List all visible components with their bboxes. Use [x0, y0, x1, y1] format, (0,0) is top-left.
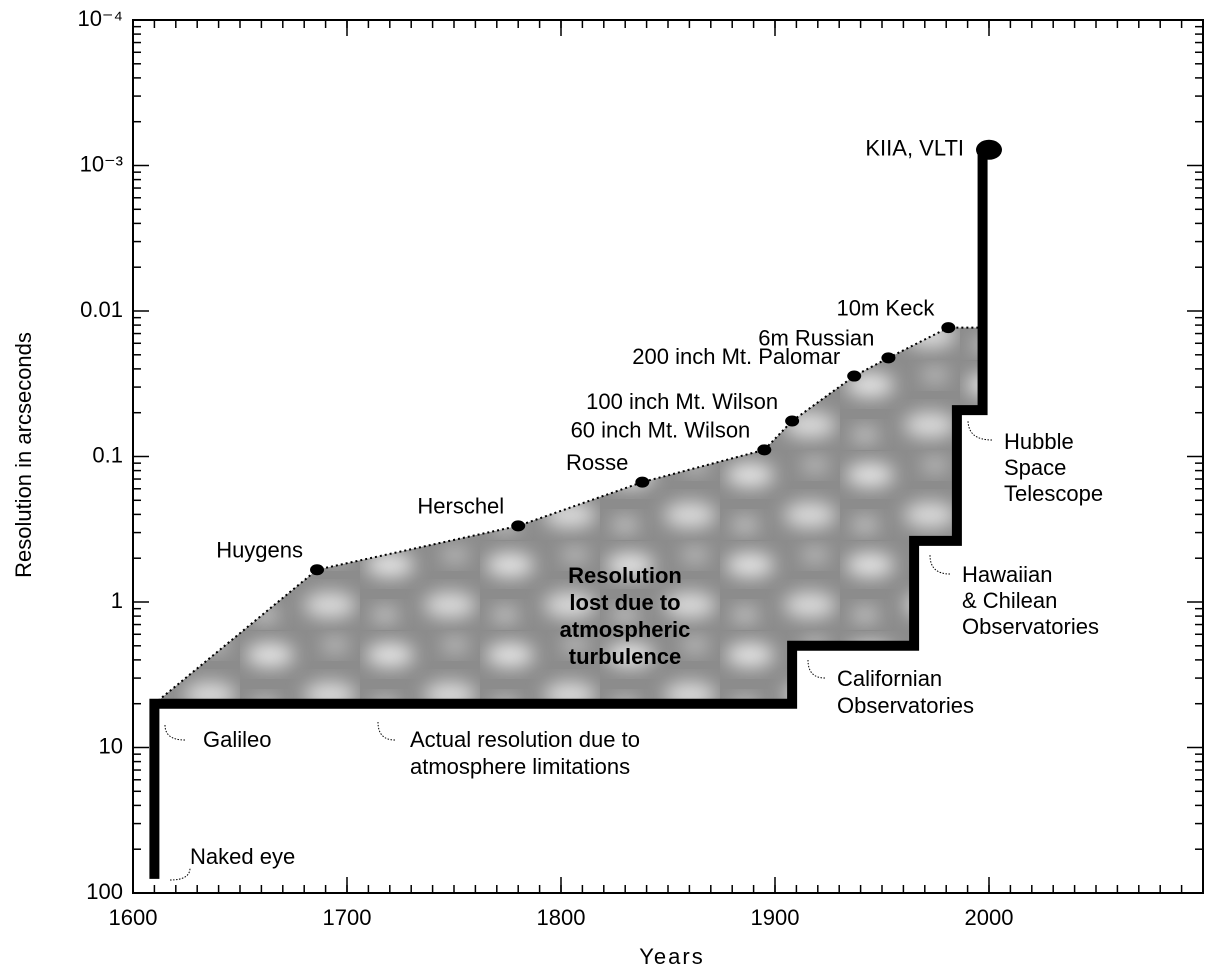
- point-label: KIIA, VLTI: [865, 136, 964, 161]
- y-tick-label: 1: [111, 588, 123, 613]
- telescope-point: [785, 415, 800, 427]
- telescope-point: [511, 520, 526, 532]
- y-tick-label: 0.01: [80, 297, 123, 322]
- x-tick-label: 1900: [751, 905, 800, 930]
- telescope-point: [757, 444, 772, 456]
- annotation: Actual resolution due to: [410, 727, 640, 752]
- annotation: Hawaiian: [962, 562, 1053, 587]
- point-label: Rosse: [566, 450, 628, 475]
- annotation: atmosphere limitations: [410, 754, 630, 779]
- area-label: lost due to: [569, 590, 680, 615]
- point-label: Huygens: [216, 538, 303, 563]
- annotation: Observatories: [962, 614, 1099, 639]
- annotation: Telescope: [1004, 481, 1103, 506]
- annotation-arrow: [929, 554, 951, 575]
- telescope-point: [310, 564, 325, 576]
- point-label: 10m Keck: [837, 295, 936, 320]
- x-axis-label: Years: [639, 944, 704, 969]
- telescope-point: [941, 322, 956, 334]
- turbulence-area: [154, 151, 985, 704]
- y-tick-label: 0.1: [92, 442, 123, 467]
- point-label: Herschel: [417, 494, 504, 519]
- area-label: Resolution: [568, 563, 682, 588]
- y-tick-label: 100: [86, 879, 123, 904]
- annotation: Hubble: [1004, 429, 1074, 454]
- annotation: Californian: [837, 666, 942, 691]
- annotation-arrow: [807, 659, 826, 679]
- point-label: 6m Russian: [758, 326, 874, 351]
- x-tick-label: 1600: [109, 905, 158, 930]
- telescope-point: [847, 370, 862, 382]
- telescope-point: [635, 476, 650, 488]
- annotation: Galileo: [203, 727, 271, 752]
- y-tick-label: 10⁻³: [80, 151, 123, 176]
- y-axis-label: Resolution in arcseconds: [11, 332, 36, 578]
- annotation-arrow: [967, 419, 993, 441]
- annotation: & Chilean: [962, 588, 1057, 613]
- area-label: turbulence: [569, 644, 681, 669]
- x-tick-label: 1700: [323, 905, 372, 930]
- x-tick-label: 1800: [537, 905, 586, 930]
- x-tick-label: 2000: [965, 905, 1014, 930]
- telescope-point: [881, 352, 896, 364]
- point-label: 100 inch Mt. Wilson: [586, 389, 778, 414]
- y-tick-label: 10⁻⁴: [77, 6, 123, 31]
- y-tick-label: 10: [99, 733, 123, 758]
- vlti-point: [976, 139, 1002, 160]
- annotation: Observatories: [837, 693, 974, 718]
- point-label: 200 inch Mt. Palomar: [632, 344, 840, 369]
- area-label: atmospheric: [560, 617, 691, 642]
- annotation-arrow: [169, 867, 191, 881]
- annotation: Naked eye: [190, 844, 295, 869]
- annotation-arrow: [164, 724, 186, 741]
- annotation: Space: [1004, 455, 1066, 480]
- point-label: 60 inch Mt. Wilson: [571, 418, 751, 443]
- annotation-arrow: [377, 721, 396, 741]
- actual-resolution-line: [149, 151, 988, 879]
